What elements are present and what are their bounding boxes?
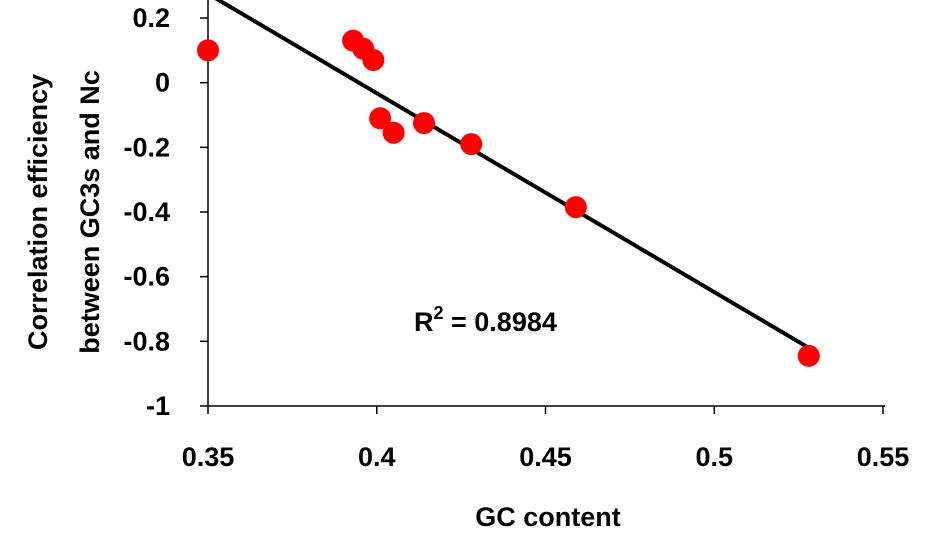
trendline	[214, 0, 810, 350]
y-tick-labels: 0.2 0 -0.2 -0.4 -0.6 -0.8 -1	[123, 3, 170, 421]
data-point	[369, 107, 392, 130]
data-point	[362, 49, 385, 72]
y-axis-title-line-2: between GC3s and Nc	[75, 70, 105, 354]
x-tick-label: 0.45	[519, 442, 572, 472]
r-squared-annotation: R2 = 0.8984	[414, 303, 557, 337]
x-tick-label: 0.4	[358, 442, 396, 472]
data-point	[413, 112, 435, 135]
y-tick-label: -1	[146, 391, 170, 421]
y-axis-title: Correlation efficiency between GC3s and …	[23, 70, 105, 354]
y-tick-label: 0	[155, 68, 170, 98]
r-squared-r: R	[414, 307, 434, 337]
y-tick-label: -0.4	[123, 197, 170, 227]
x-tick-labels: 0.35 0.4 0.45 0.5 0.55	[182, 442, 910, 472]
x-tick-label: 0.5	[695, 442, 733, 472]
data-point	[564, 196, 587, 219]
x-tick-label: 0.35	[182, 442, 235, 472]
x-axis-title: GC content	[475, 502, 621, 532]
data-point	[797, 344, 820, 367]
data-point	[197, 39, 219, 62]
x-tick-label: 0.55	[857, 442, 910, 472]
trendline-group	[214, 0, 810, 350]
data-point	[460, 133, 483, 156]
r-squared-value: = 0.8984	[444, 307, 557, 337]
data-points	[197, 29, 820, 367]
axes	[200, 0, 885, 414]
y-tick-label: -0.2	[123, 132, 170, 162]
y-tick-label: -0.6	[123, 262, 170, 292]
r-squared-superscript: 2	[434, 303, 444, 323]
y-tick-label: -0.8	[123, 326, 170, 356]
y-tick-label: 0.2	[132, 3, 170, 33]
data-point	[382, 121, 405, 144]
y-axis-title-line-1: Correlation efficiency	[23, 74, 53, 350]
